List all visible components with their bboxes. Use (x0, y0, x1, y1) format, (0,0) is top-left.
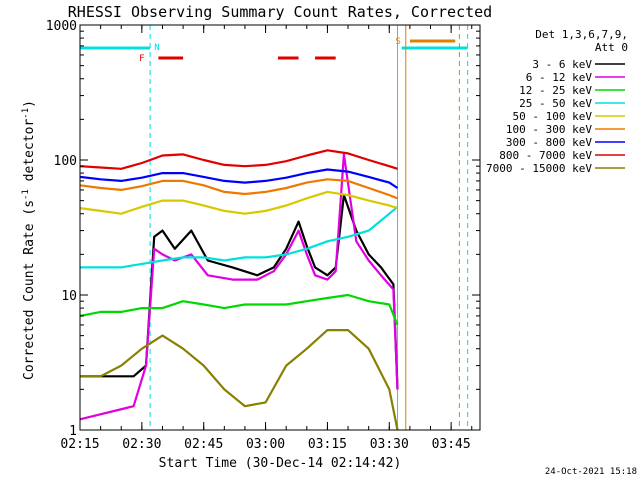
x-tick-label: 02:15 (60, 437, 99, 452)
x-tick-label: 02:30 (122, 437, 161, 452)
y-tick-label: 100 (54, 154, 77, 169)
legend-label-12-25: 12 - 25 keV (519, 84, 592, 97)
series-line-25-50 (80, 205, 399, 269)
y-tick-label: 1 (69, 424, 77, 439)
plot-frame (79, 24, 481, 431)
chart-title: RHESSI Observing Summary Count Rates, Co… (68, 3, 492, 21)
attenuator-label-n: N (154, 43, 159, 53)
attenuator-overlay: NF S (80, 25, 469, 430)
series-line-800-7000 (79, 149, 398, 170)
legend-label-25-50: 25 - 50 keV (519, 97, 592, 110)
y-axis-label: Corrected Count Rate (s-1 detector-1) (21, 100, 37, 380)
x-tick-label: 03:15 (308, 437, 347, 452)
legend-label-800-7000: 800 - 7000 keV (499, 149, 592, 162)
legend-label-300-800: 300 - 800 keV (506, 136, 592, 149)
series-line-50-100 (79, 190, 398, 215)
legend-header: Det 1,3,6,7,9, (535, 28, 628, 41)
legend-label-3-6: 3 - 6 keV (532, 58, 592, 71)
x-axis-label: Start Time (30-Dec-14 02:14:42) (159, 456, 402, 471)
legend-label-50-100: 50 - 100 keV (513, 110, 593, 123)
flare-label-f: F (139, 54, 144, 64)
legend-label-7000-15000: 7000 - 15000 keV (486, 162, 592, 175)
series-line-300-800 (79, 168, 399, 189)
footer-date: 24-Oct-2021 15:18 (545, 467, 637, 477)
axes-layer: 1 10 100 1000 02:15 02:30 02:45 03:00 03:15 03:30… (46, 19, 481, 452)
y-tick-label: 1000 (46, 19, 77, 34)
series-line-12-25 (79, 293, 399, 326)
series-layer (79, 149, 399, 431)
legend-label-100-300: 100 - 300 keV (506, 123, 592, 136)
x-tick-label: 02:45 (184, 437, 223, 452)
saa-label-s: S (396, 37, 401, 47)
y-tick-label: 10 (61, 289, 77, 304)
legend-label-6-12: 6 - 12 keV (526, 71, 593, 84)
series-line-7000-15000 (80, 329, 399, 431)
series-line-100-300 (79, 178, 398, 200)
series-line-3-6 (80, 194, 399, 390)
x-tick-label: 03:30 (370, 437, 409, 452)
x-tick-label: 03:45 (432, 437, 471, 452)
legend-header: Att 0 (595, 41, 628, 54)
x-tick-label: 03:00 (246, 437, 285, 452)
